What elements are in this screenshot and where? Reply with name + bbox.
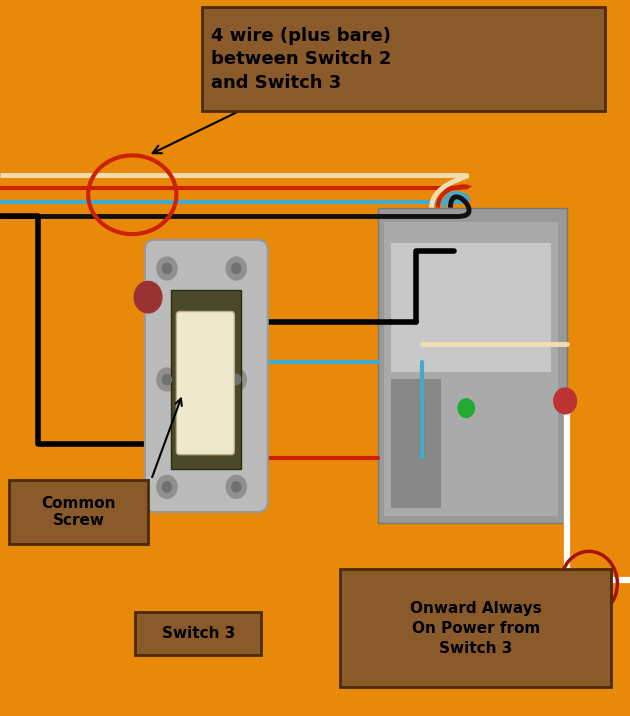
FancyBboxPatch shape — [176, 311, 234, 455]
FancyBboxPatch shape — [391, 243, 551, 372]
Circle shape — [157, 257, 177, 280]
Text: 4 wire (plus bare)
between Switch 2
and Switch 3: 4 wire (plus bare) between Switch 2 and … — [211, 26, 391, 92]
Circle shape — [163, 374, 171, 384]
Circle shape — [157, 475, 177, 498]
Circle shape — [226, 368, 246, 391]
FancyBboxPatch shape — [145, 240, 268, 512]
Circle shape — [163, 482, 171, 492]
FancyBboxPatch shape — [9, 480, 148, 544]
FancyBboxPatch shape — [171, 290, 241, 469]
Circle shape — [226, 257, 246, 280]
FancyBboxPatch shape — [384, 222, 558, 516]
FancyBboxPatch shape — [202, 7, 605, 111]
Circle shape — [226, 475, 246, 498]
Text: Common
Screw: Common Screw — [42, 495, 116, 528]
Circle shape — [232, 374, 241, 384]
Circle shape — [134, 281, 162, 313]
FancyBboxPatch shape — [135, 612, 261, 655]
Circle shape — [157, 368, 177, 391]
Circle shape — [232, 263, 241, 274]
Text: Onward Always
On Power from
Switch 3: Onward Always On Power from Switch 3 — [410, 601, 542, 656]
Circle shape — [458, 399, 474, 417]
Circle shape — [232, 482, 241, 492]
FancyBboxPatch shape — [378, 208, 567, 523]
Circle shape — [554, 388, 576, 414]
FancyBboxPatch shape — [340, 569, 611, 687]
FancyBboxPatch shape — [391, 379, 441, 508]
Text: Switch 3: Switch 3 — [162, 626, 235, 641]
Circle shape — [163, 263, 171, 274]
